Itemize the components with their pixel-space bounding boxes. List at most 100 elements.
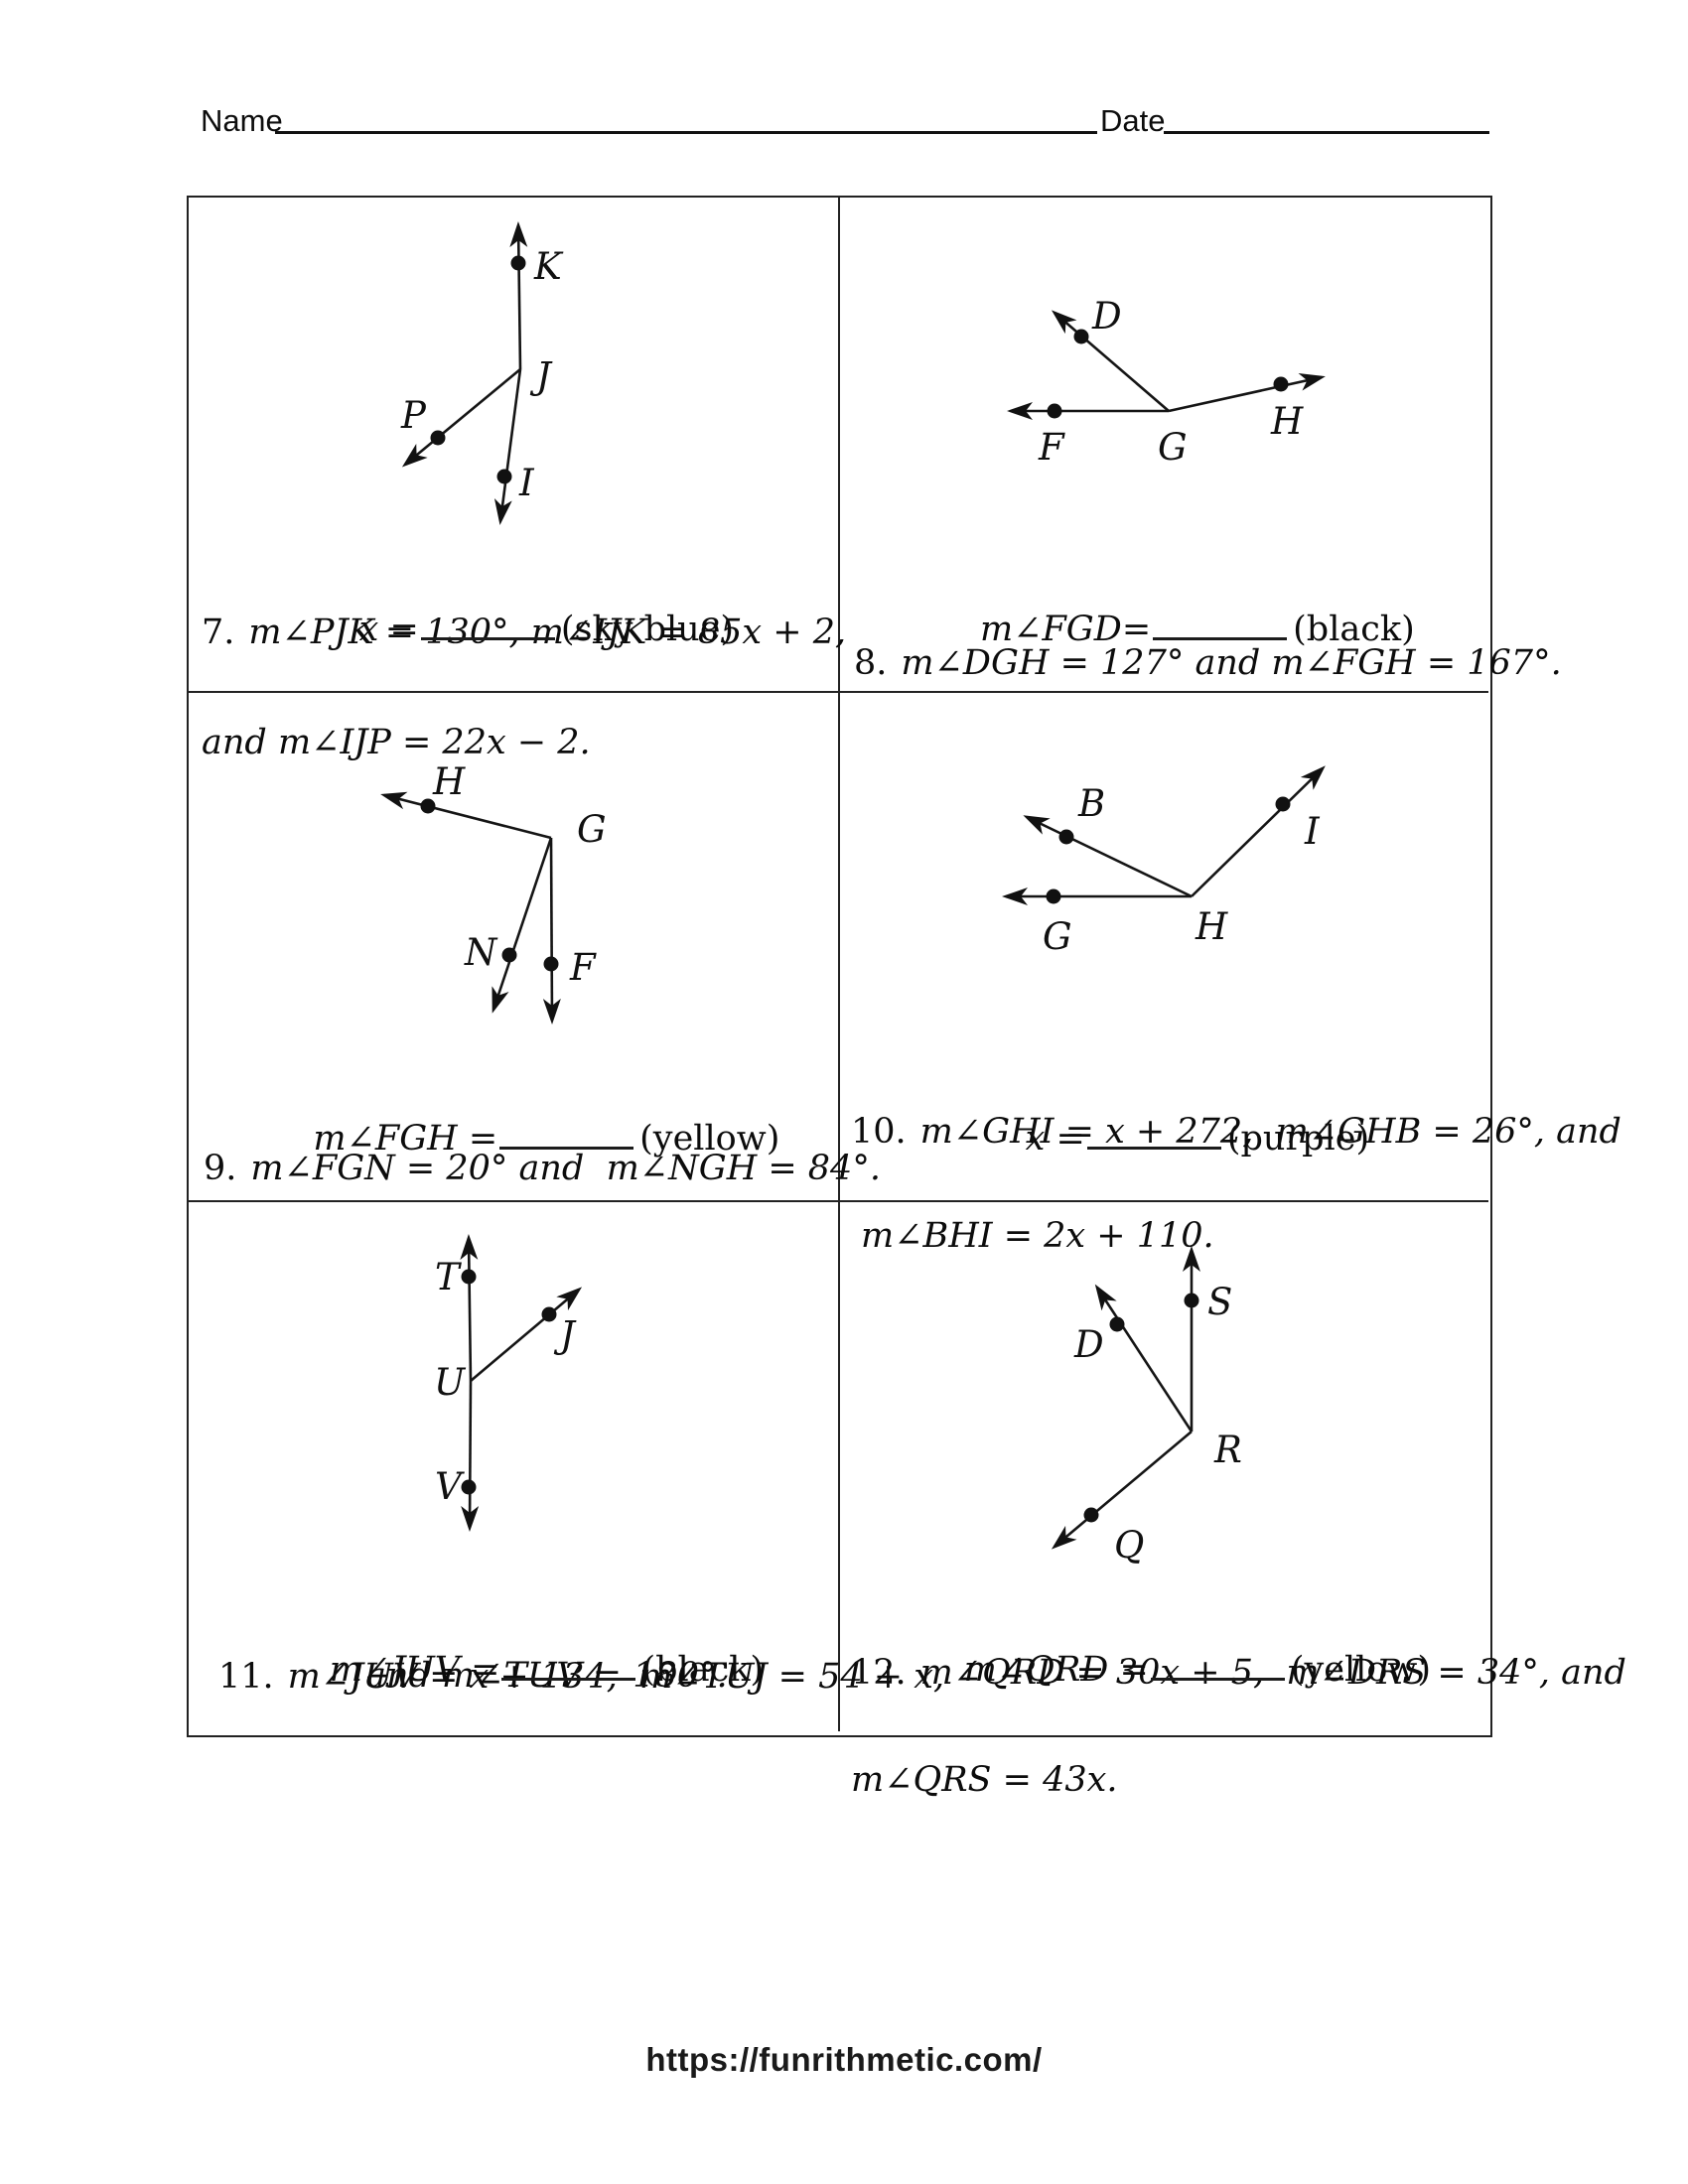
point-dot-I [1275,796,1291,812]
point-dot-K [510,255,526,271]
point-label-I: I [518,462,535,504]
answer-blank [499,1141,634,1150]
problem-statement: m∠FGN = 20° and m∠NGH = 84°. [250,1149,881,1188]
point-label-J: J [553,1313,577,1356]
problem-10-answer-line: x = (purple) [840,1079,1488,1198]
problem-12-diagram: S D R Q [1051,1246,1242,1567]
ray-RD [1094,1284,1194,1433]
point-dot-D [1109,1316,1125,1332]
point-label-F: F [1038,426,1065,469]
ray-UJ [470,1287,583,1382]
point-dot-F [1047,403,1062,419]
answer-blank [420,631,555,640]
point-dot-V [461,1479,477,1495]
problem-statement: m∠QRS = 43x. [851,1760,1118,1800]
point-label-S: S [1207,1281,1232,1323]
point-label-U: U [434,1361,467,1404]
problem-statement: m∠QRD = 30x + 5, m∠DRS = 34°, and [919,1653,1626,1693]
point-dot-D [1073,329,1089,344]
point-label-K: K [533,245,564,288]
footer-url[interactable]: https://funrithmetic.com/ [645,2041,1043,2078]
problem-statement: and m∠IJP = 22x − 2. [202,723,591,762]
problem-11-cell: T U V J 11. m∠JUV = x + 134, m∠TUJ = 54 +… [189,1202,944,1731]
problem-statement: m∠BHI = 2x + 110. [861,1216,1214,1256]
point-label-D: D [1073,1323,1104,1366]
problem-number: 10. [851,1112,907,1152]
ray-RQ [1051,1431,1193,1550]
problem-number: 9. [204,1149,237,1188]
name-label: Name [201,103,283,138]
answer-prefix: m∠FGH = [313,1119,498,1159]
ray-JP [401,367,521,468]
point-dot-Q [1083,1507,1099,1523]
problem-number: 7. [202,613,235,652]
point-label-H: H [432,760,466,803]
ray-GF [542,837,561,1024]
answer-prefix: m∠FGD= [980,610,1152,649]
problem-statement: m∠JUV = x + 134, m∠TUJ = 54 + x, [287,1657,945,1697]
point-dot-G [1046,888,1061,904]
problem-11-answer-line: m∠JUV = (black) [189,1610,838,1729]
worksheet-table: K J P I 7. m∠PJK = 130°, m∠IJK = 85x + 2,… [187,196,1626,1798]
answer-prefix: m∠QRD = [963,1650,1149,1690]
problem-9-cell: H G N F 9. m∠FGN = 20° and m∠NGH = 84°. m… [189,693,881,1202]
problem-8-cell: D F G H 8. m∠DGH = 127° and m∠FGH = 167°.… [840,198,1562,693]
answer-color: (black) [641,1650,765,1690]
problem-12-text: 12. m∠QRD = 30x + 5, m∠DRS = 34°, and m∠Q… [851,1583,1626,1869]
ray-GN [492,837,553,1014]
point-dot-N [501,947,517,963]
problem-12-answer-line: m∠QRD = (yellow) [840,1610,1488,1729]
problem-10-text: 10. m∠GHI = x + 272, m∠GHB = 26°, and m∠B… [851,1045,1621,1323]
problem-statement: m∠PJK = 130°, m∠IJK = 85x + 2, [248,613,847,652]
point-label-D: D [1091,295,1122,338]
point-label-H: H [1195,905,1228,948]
problem-number: 12. [851,1653,907,1693]
point-label-G: G [577,808,607,851]
point-label-H: H [1270,400,1304,443]
point-label-T: T [435,1256,462,1298]
answer-prefix: m∠JUV = [329,1650,500,1690]
name-blank-line [275,131,1097,134]
answer-color: (yellow) [1290,1650,1432,1690]
problem-10-diagram: B G H I [1002,765,1326,958]
date-blank-line [1164,131,1489,134]
point-label-F: F [569,946,597,989]
problem-7-answer-line: x = (sky blue) [189,570,838,689]
point-dot-S [1184,1293,1199,1308]
problem-10-cell: B G H I 10. m∠GHI = x + 272, m∠GHB = 26°,… [840,693,1621,1254]
ray-JI [493,368,522,525]
ray-HI [1191,765,1326,897]
point-label-P: P [400,394,427,437]
point-dot-J [541,1306,557,1322]
ray-GH [380,791,552,840]
ray-JK [509,221,528,370]
point-dot-T [461,1269,477,1285]
point-label-G: G [1043,915,1072,958]
problem-8-answer-line: m∠FGD= (black) [840,570,1488,689]
point-label-N: N [464,931,498,974]
point-dot-F [543,956,559,972]
answer-color: (yellow) [639,1119,780,1159]
answer-blank [1086,1141,1221,1150]
answer-prefix: x = [358,610,419,649]
answer-blank [1150,1672,1285,1681]
point-dot-P [430,430,446,446]
answer-blank [501,1672,636,1681]
problem-9-diagram: H G N F [380,760,607,1024]
point-dot-I [496,469,512,484]
problem-8-diagram: D F G H [1007,295,1326,469]
problem-7-cell: K J P I 7. m∠PJK = 130°, m∠IJK = 85x + 2,… [189,198,846,761]
problem-11-text: 11. m∠JUV = x + 134, m∠TUJ = 54 + x, [218,1585,944,1769]
problem-statement: m∠DGH = 127° and m∠FGH = 167°. [901,643,1562,683]
problem-8-text: 8. m∠DGH = 127° and m∠FGH = 167°. [854,572,1562,755]
problem-11-text-line2: and m∠TUV = 180°. [189,1621,838,1731]
problem-12-cell: S D R Q 12. m∠QRD = 30x + 5, m∠DRS = 34°,… [840,1202,1626,1798]
ray-UV [461,1380,480,1532]
answer-color: (sky blue) [560,610,735,649]
ray-UT [460,1234,479,1382]
ray-GD [1051,310,1170,412]
point-label-J: J [529,354,553,397]
point-dot-H [420,798,436,814]
problem-statement: m∠GHI = x + 272, m∠GHB = 26°, and [919,1112,1621,1152]
